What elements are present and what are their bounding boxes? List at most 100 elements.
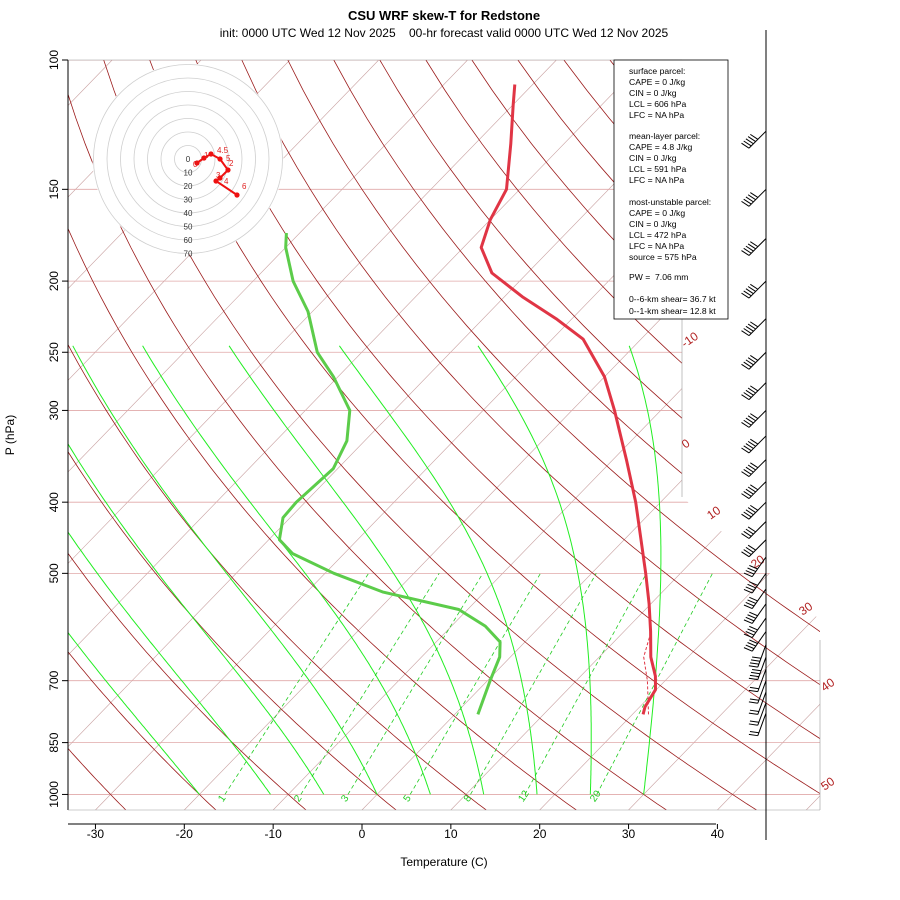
dry-adiabat-label: 40 [818, 675, 837, 694]
surface-lcl: LCL = 606 hPa [629, 99, 686, 109]
wind-barb-feather [741, 493, 750, 499]
wind-barb-feather [752, 669, 762, 672]
moist-adiabat [68, 345, 325, 795]
moist-adiabat [142, 345, 431, 795]
dry-adiabat-label: 50 [818, 774, 837, 793]
wind-barb-feather [749, 698, 759, 701]
p-tick-label: 250 [47, 342, 61, 362]
hodograph-point-label: 1 [204, 151, 209, 160]
wind-barb-feather [743, 392, 752, 398]
wind-barb-feather [747, 583, 757, 589]
hodograph-ring [106, 77, 270, 241]
wind-barb-feather [743, 604, 753, 610]
shear-0-1km: 0--1-km shear= 12.8 kt [629, 306, 716, 316]
wind-barb-feather [743, 511, 752, 518]
dry-adiabat [425, 60, 820, 810]
wind-barb-feather [741, 471, 750, 477]
most-unstable-cin: CIN = 0 J/kg [629, 219, 677, 229]
wind-barb-feather [745, 509, 754, 516]
hodograph-ring-label: 60 [184, 236, 193, 245]
wind-barb-feather [747, 628, 757, 633]
wind-barb-staff [757, 691, 767, 715]
mixing-ratio-line [524, 573, 647, 795]
wind-barb [741, 188, 767, 207]
dry-adiabat [747, 60, 820, 810]
wind-barb-feather [748, 701, 758, 704]
wind-barb-feather [750, 671, 760, 675]
hodograph-ring [93, 64, 283, 254]
wind-barb-feather [750, 484, 759, 491]
surface-cin: CIN = 0 J/kg [629, 88, 677, 98]
wind-barb [741, 130, 767, 149]
shear-0-6km: 0--6-km shear= 36.7 kt [629, 294, 716, 304]
wind-barb-feather [745, 570, 755, 575]
wind-barb-feather [743, 445, 752, 452]
dry-adiabat [68, 60, 217, 810]
moist-adiabat [628, 345, 662, 795]
wind-barb-feather [749, 639, 758, 644]
mixing-ratio-label: 8 [462, 793, 474, 804]
hodograph-point-label: 5 [226, 154, 231, 163]
surface-parcel-heading: surface parcel: [629, 66, 685, 76]
hodograph-point [213, 178, 219, 184]
wind-barb-staff [757, 656, 767, 680]
wind-barb-feather [741, 363, 750, 370]
wind-barb-staff [757, 702, 767, 726]
mean-layer-cin: CIN = 0 J/kg [629, 153, 677, 163]
wind-barb [743, 603, 767, 624]
x-tick-label: 0 [359, 827, 366, 841]
wind-barb-feather [743, 491, 752, 497]
isotherm [628, 60, 820, 810]
wind-barb-feather [747, 440, 756, 447]
mixing-ratio-label: 2 [292, 793, 304, 804]
dry-adiabat [68, 60, 577, 810]
wind-barb-feather [743, 328, 752, 334]
isotherm [68, 60, 735, 810]
wind-barb-feather [745, 138, 754, 145]
mixing-ratio-line [300, 573, 440, 795]
dry-adiabat [103, 60, 757, 810]
mean-layer-lcl: LCL = 591 hPa [629, 164, 686, 174]
wind-barb [741, 238, 767, 256]
isotherm [717, 60, 820, 810]
wind-barb-feather [749, 564, 758, 570]
wind-barb-staff [757, 680, 767, 704]
most-unstable-lcl: LCL = 472 hPa [629, 230, 686, 240]
wind-barb-feather [745, 417, 754, 424]
temperature-line [479, 84, 657, 715]
wind-barb-feather [747, 323, 756, 330]
wind-barb-feather [747, 194, 756, 201]
isotherm [68, 60, 646, 810]
most-unstable-lfc: LFC = NA hPa [629, 241, 684, 251]
x-tick-label: -20 [176, 827, 194, 841]
dry-adiabat [379, 60, 820, 810]
hodograph-ring [147, 118, 229, 200]
surface-cape: CAPE = 0 J/kg [629, 77, 685, 87]
wind-barb-staff [751, 617, 767, 638]
mixing-ratio-line [470, 573, 597, 795]
wind-barb-feather [750, 659, 760, 662]
p-tick-label: 500 [47, 563, 61, 583]
wind-barb-feather [743, 419, 752, 426]
wind-barb-feather [747, 464, 756, 471]
hodograph-ring-label: 20 [184, 182, 193, 191]
wind-barb-feather [741, 142, 750, 149]
wind-barb-staff [751, 588, 767, 609]
wind-barb-feather [743, 468, 752, 475]
wind-barb-feather [743, 198, 752, 205]
most-unstable-source: source = 575 hPa [629, 252, 697, 262]
wind-barb-feather [745, 616, 755, 622]
wind-barb-staff [751, 603, 767, 624]
hodograph-point [234, 192, 240, 198]
isotherm [68, 60, 557, 810]
hodograph-ring-label: 30 [184, 196, 193, 205]
wind-barb-feather [748, 712, 758, 715]
wind-barb [741, 351, 767, 370]
most-unstable-heading: most-unstable parcel: [629, 197, 711, 207]
wind-barb-feather [745, 325, 754, 332]
wind-barb-feather [741, 551, 750, 558]
wind-barb-feather [745, 631, 755, 636]
moist-adiabat [228, 345, 485, 795]
wind-barb-feather [748, 733, 758, 737]
